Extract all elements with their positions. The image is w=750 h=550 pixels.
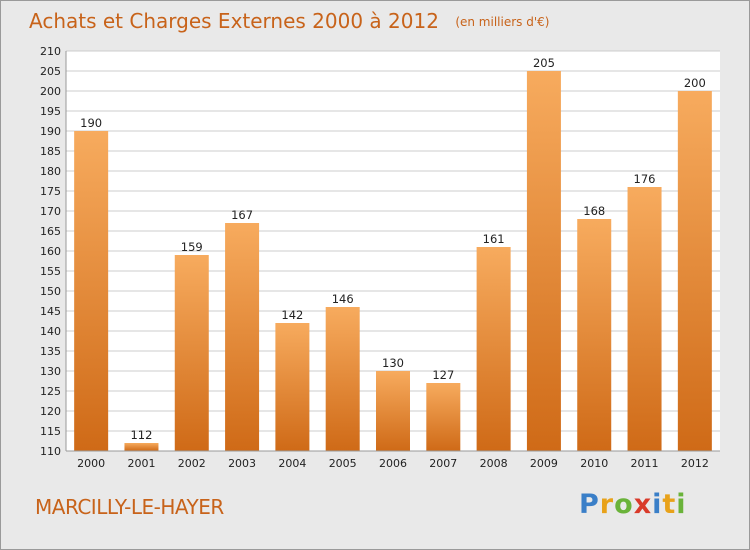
bar-2010 (577, 219, 612, 451)
bar-2009 (526, 71, 561, 451)
bar-2008 (476, 247, 511, 451)
bar-2006 (376, 371, 410, 451)
y-tick-label: 110 (40, 445, 61, 458)
brand-letter: P (579, 489, 600, 520)
chart-title-main: Achats et Charges Externes 2000 à 2012 (29, 9, 439, 33)
y-tick-label: 190 (40, 125, 61, 138)
x-tick-label-2007: 2007 (429, 457, 457, 470)
x-tick-label-2004: 2004 (278, 457, 306, 470)
data-label-2004: 142 (281, 308, 303, 322)
data-label-2007: 127 (432, 368, 454, 382)
data-label-2002: 159 (181, 240, 203, 254)
data-label-2010: 168 (583, 204, 605, 218)
data-label-2009: 205 (533, 56, 555, 70)
data-label-2006: 130 (382, 356, 404, 370)
y-tick-label: 200 (40, 85, 61, 98)
y-tick-label: 205 (40, 65, 61, 78)
brand-letter: t (662, 489, 677, 520)
brand-letter: o (614, 489, 634, 520)
y-tick-label: 180 (40, 165, 61, 178)
brand-letter: i (676, 489, 687, 520)
x-tick-label-2003: 2003 (228, 457, 256, 470)
y-tick-label: 150 (40, 285, 61, 298)
y-tick-label: 125 (40, 385, 61, 398)
x-tick-label-2010: 2010 (580, 457, 608, 470)
y-tick-label: 210 (40, 45, 61, 58)
data-label-2003: 167 (231, 208, 253, 222)
bar-2012 (677, 91, 712, 451)
y-axis-ticks: 110 115 120 125 130 135 140 145 150 155 160 165 170 1… (40, 45, 61, 458)
data-label-2005: 146 (332, 292, 354, 306)
data-label-2001: 112 (130, 428, 152, 442)
x-tick-label-2000: 2000 (77, 457, 105, 470)
bar-2000 (74, 131, 109, 451)
chart-title: Achats et Charges Externes 2000 à 2012 (… (29, 9, 549, 33)
bar-2011 (627, 187, 662, 451)
y-tick-label: 130 (40, 365, 61, 378)
y-tick-label: 155 (40, 265, 61, 278)
bar-2002 (174, 255, 209, 451)
brand-letter: r (599, 489, 615, 520)
data-label-2008: 161 (483, 232, 505, 246)
x-tick-label-2012: 2012 (681, 457, 709, 470)
data-label-2011: 176 (634, 172, 656, 186)
x-axis-labels: 2000 2001 2002 2003 2004 2005 2006 2007 2008 2009… (77, 457, 709, 470)
y-tick-label: 175 (40, 185, 61, 198)
x-tick-label-2001: 2001 (127, 457, 155, 470)
brand-logo: Proxiti (579, 489, 687, 520)
y-tick-label: 185 (40, 145, 61, 158)
data-label-2012: 200 (684, 76, 706, 90)
brand-letter: x (633, 489, 653, 520)
y-tick-label: 160 (40, 245, 61, 258)
y-tick-label: 140 (40, 325, 61, 338)
bar-2005 (325, 307, 360, 451)
chart-title-unit: (en milliers d'€) (455, 15, 550, 29)
data-label-2000: 190 (80, 116, 102, 130)
y-tick-label: 195 (40, 105, 61, 118)
bar-2001 (124, 443, 159, 451)
x-tick-label-2008: 2008 (480, 457, 508, 470)
y-tick-label: 135 (40, 345, 61, 358)
x-tick-label-2009: 2009 (530, 457, 558, 470)
x-tick-label-2005: 2005 (329, 457, 357, 470)
bar-2004 (275, 323, 310, 451)
y-tick-label: 120 (40, 405, 61, 418)
x-tick-label-2011: 2011 (631, 457, 659, 470)
y-tick-label: 165 (40, 225, 61, 238)
x-tick-label-2006: 2006 (379, 457, 407, 470)
bar-2003 (225, 223, 260, 451)
y-tick-label: 170 (40, 205, 61, 218)
y-tick-label: 115 (40, 425, 61, 438)
bar-2007 (426, 383, 461, 451)
x-tick-label-2002: 2002 (178, 457, 206, 470)
place-name: MARCILLY-LE-HAYER (35, 495, 224, 519)
data-labels: 190 112 159 167 142 146 130 127 161 205 168 176 200 (80, 56, 706, 442)
y-tick-label: 145 (40, 305, 61, 318)
bars (74, 71, 712, 451)
brand-letter: i (652, 489, 663, 520)
